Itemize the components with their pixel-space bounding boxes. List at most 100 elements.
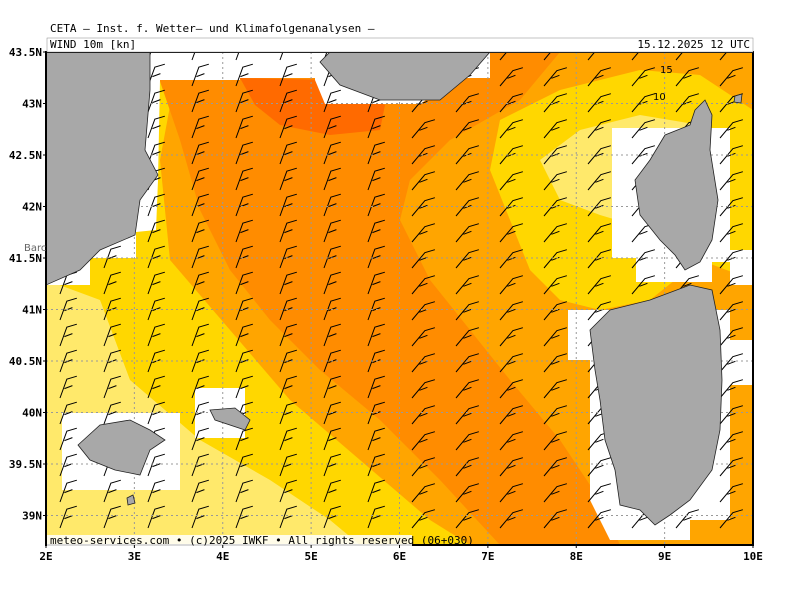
wind-barb xyxy=(719,275,743,295)
wind-barb xyxy=(367,167,385,191)
wind-barb xyxy=(719,353,743,373)
ibiza-islet xyxy=(126,494,136,506)
wind-barb xyxy=(103,401,121,425)
wind-barb xyxy=(235,89,253,113)
wind-barb xyxy=(235,52,240,61)
lat-label: 41N xyxy=(22,304,42,317)
wind-barb xyxy=(455,483,479,503)
wind-barb xyxy=(631,93,655,113)
field-label: WIND 10m [kn] xyxy=(50,38,136,51)
wind-barb xyxy=(323,141,341,165)
wind-barb xyxy=(631,275,655,295)
wind-barb xyxy=(499,431,523,451)
wind-barb xyxy=(675,509,699,529)
wind-barb xyxy=(455,405,479,425)
wind-barb xyxy=(103,323,121,347)
wind-barb xyxy=(279,375,297,399)
wind-barb xyxy=(587,52,598,61)
wind-barb xyxy=(411,405,435,425)
wind-barb xyxy=(147,245,165,269)
wind-barb xyxy=(543,431,567,451)
wind-barb xyxy=(367,401,385,425)
wind-barb xyxy=(455,457,479,477)
lat-label: 39.5N xyxy=(9,458,42,471)
wind-barb xyxy=(543,119,567,139)
wind-barb xyxy=(631,67,655,87)
header-title: CETA – Inst. f. Wetter– und Klimafolgena… xyxy=(50,22,375,35)
wind-barb xyxy=(455,249,479,269)
wind-barb xyxy=(147,271,165,295)
wind-barb xyxy=(59,427,77,451)
lat-label: 43N xyxy=(22,98,42,111)
wind-barb xyxy=(279,505,297,529)
wind-barb xyxy=(235,297,253,321)
wind-barb xyxy=(719,379,743,399)
wind-barb xyxy=(455,119,479,139)
wind-barb xyxy=(279,193,297,217)
corsica xyxy=(634,99,719,271)
contour-label: 15 xyxy=(660,65,673,76)
wind-barb xyxy=(543,145,567,165)
wind-barb xyxy=(411,171,435,191)
wind-barb xyxy=(367,375,385,399)
wind-barb xyxy=(587,67,611,87)
wind-barb xyxy=(455,171,479,191)
map-area xyxy=(46,52,753,545)
wind-barb xyxy=(411,379,435,399)
wind-barb xyxy=(235,427,253,451)
wind-barb xyxy=(147,193,165,217)
wind-barb xyxy=(367,245,385,269)
wind-barb xyxy=(455,275,479,295)
wind-barb xyxy=(411,119,435,139)
wind-barb xyxy=(455,301,479,321)
valid-time: 15.12.2025 12 UTC xyxy=(637,38,750,51)
wind-barb xyxy=(631,52,642,61)
wind-barb xyxy=(279,245,297,269)
wind-barb xyxy=(587,223,611,243)
wind-barb xyxy=(323,271,341,295)
wind-barb xyxy=(543,67,567,87)
wind-barb xyxy=(323,167,341,191)
axis-labels: 43.5N 43N 42.5N 42N 41.5N 41N 40.5N 40N 39.5N 39N… xyxy=(9,46,763,563)
france-coast xyxy=(319,52,491,101)
wind-barb xyxy=(587,275,611,295)
wind-barb xyxy=(147,479,165,503)
lat-label: 40N xyxy=(22,407,42,420)
wind-barb xyxy=(499,52,510,61)
wind-barb xyxy=(543,52,554,61)
wind-barb xyxy=(499,171,523,191)
wind-barb xyxy=(587,197,611,217)
wind-barb xyxy=(147,323,165,347)
wind-barb xyxy=(367,271,385,295)
lon-label: 7E xyxy=(481,550,494,563)
wind-barb xyxy=(499,67,523,87)
wind-barb xyxy=(191,52,196,61)
wind-barb xyxy=(59,349,77,373)
lat-label: 40.5N xyxy=(9,355,42,368)
wind-barb xyxy=(235,479,253,503)
wind-barb xyxy=(411,431,435,451)
lon-label: 5E xyxy=(305,550,318,563)
wind-barb xyxy=(103,245,121,269)
wind-barb xyxy=(147,505,165,529)
info-bar xyxy=(46,37,754,53)
wind-barb xyxy=(411,197,435,217)
wind-barb xyxy=(499,249,523,269)
lon-label: 8E xyxy=(570,550,583,563)
wind-barb xyxy=(455,431,479,451)
wind-barb xyxy=(411,353,435,373)
wind-barb xyxy=(191,349,209,373)
wind-barb xyxy=(411,457,435,477)
wind-barb xyxy=(367,453,385,477)
wind-barb xyxy=(367,141,385,165)
wind-barb xyxy=(367,427,385,451)
wind-barb xyxy=(543,275,567,295)
wind-barb xyxy=(587,483,611,503)
wind-barb xyxy=(59,297,77,321)
place-label: Barc xyxy=(24,243,46,254)
lon-label: 2E xyxy=(39,550,52,563)
wind-barb xyxy=(323,453,341,477)
wind-barb xyxy=(543,197,567,217)
